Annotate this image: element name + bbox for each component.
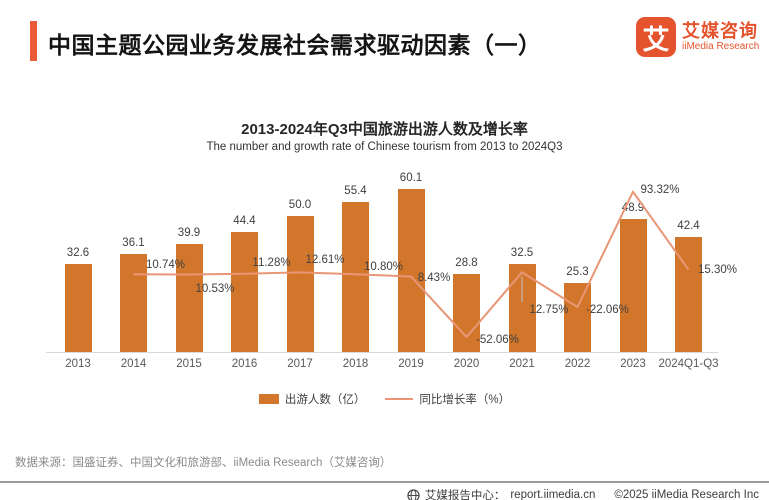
- growth-rate-label-2017: 12.61%: [305, 254, 345, 267]
- bar-2020: [453, 273, 480, 352]
- footer-bar: 艾媒报告中心： report.iimedia.cn ©2025 iiMedia …: [407, 487, 759, 500]
- bar-value-label-2024Q1-Q3: 42.4: [677, 220, 700, 232]
- x-axis-label-2019: 2019: [398, 358, 424, 370]
- bar-value-label-2018: 55.4: [344, 184, 367, 197]
- bar-value-label-2020: 28.8: [455, 256, 478, 269]
- growth-rate-label-2015: 10.53%: [195, 283, 235, 296]
- growth-rate-label-2020: -52.06%: [476, 334, 519, 347]
- bar-2022: [564, 283, 591, 352]
- bar-series-swatch: [258, 394, 279, 404]
- growth-rate-label-2016: 11.28%: [252, 256, 291, 269]
- logo-text: 艾媒咨询 iiMedia Research: [682, 21, 759, 53]
- x-axis-label-2018: 2018: [342, 358, 369, 370]
- x-axis-label-2020: 2020: [453, 358, 480, 370]
- x-axis-label-2015: 2015: [176, 358, 202, 370]
- bar-value-label-2016: 44.4: [233, 214, 256, 227]
- report-center-label: 艾媒报告中心：: [424, 490, 506, 500]
- bar-value-label-2015: 39.9: [177, 226, 201, 239]
- bar-2015: [175, 243, 203, 352]
- bar-2014: [120, 254, 147, 352]
- bar-value-label-2019: 60.1: [399, 172, 423, 184]
- globe-icon: [407, 488, 420, 500]
- bar-2019: [397, 189, 425, 352]
- page-title: 中国主题公园业务发展社会需求驱动因素（一）: [48, 32, 542, 58]
- bar-2016: [231, 231, 258, 352]
- data-source-note: 数据来源：国盛证券、中国文化和旅游部、iiMedia Research（艾媒咨询…: [15, 457, 392, 469]
- bar-value-label-2017: 50.0: [288, 199, 312, 212]
- growth-rate-label-2021: 12.75%: [529, 304, 569, 317]
- bar-value-label-2022: 25.3: [566, 266, 589, 279]
- bar-value-label-2013: 32.6: [66, 246, 90, 259]
- growth-line: [133, 190, 690, 339]
- chart-subtitle: The number and growth rate of Chinese to…: [206, 141, 563, 153]
- bar-value-label-2014: 36.1: [122, 237, 145, 250]
- iimedia-logo: 艾 艾媒咨询 iiMedia Research: [636, 17, 759, 57]
- x-axis-label-2021: 2021: [509, 358, 535, 370]
- bar-2013: [64, 263, 92, 352]
- growth-rate-label-2022: -22.06%: [586, 304, 629, 317]
- x-axis-label-2014: 2014: [120, 358, 147, 370]
- bar-2017: [286, 216, 314, 352]
- chart-legend: 出游人数（亿） 同比增长率（%）: [0, 391, 769, 407]
- x-axis-line: [46, 352, 718, 353]
- title-accent-bar: [30, 21, 37, 61]
- report-center-url[interactable]: report.iimedia.cn: [510, 489, 596, 500]
- x-axis-label-2013: 2013: [65, 358, 91, 370]
- line-series-swatch: [385, 398, 414, 400]
- x-axis-label-2024Q1-Q3: 2024Q1-Q3: [658, 358, 719, 370]
- growth-rate-label-2014: 10.74%: [145, 259, 186, 272]
- logo-name-cn: 艾媒咨询: [682, 21, 758, 41]
- legend-line-label: 同比增长率（%）: [419, 394, 511, 406]
- growth-rate-label-2019: 8.43%: [417, 271, 451, 284]
- legend-item-bar-series: 出游人数（亿）: [258, 391, 366, 407]
- growth-rate-label-2023: 93.32%: [640, 183, 680, 196]
- footer-divider: [0, 481, 769, 483]
- chart-title: 2013-2024年Q3中国旅游出游人数及增长率: [241, 121, 528, 138]
- logo-name-en: iiMedia Research: [682, 41, 760, 52]
- iimedia-logo-icon: 艾: [636, 17, 676, 57]
- x-axis-label-2016: 2016: [231, 358, 258, 370]
- x-axis-label-2022: 2022: [564, 358, 591, 370]
- growth-rate-label-2018: 10.80%: [363, 261, 404, 274]
- bar-value-label-2021: 32.5: [510, 246, 534, 259]
- x-axis-label-2017: 2017: [287, 358, 313, 370]
- copyright-text: ©2025 iiMedia Research Inc: [614, 489, 759, 500]
- legend-item-line-series: 同比增长率（%）: [385, 391, 510, 407]
- growth-rate-label-2024Q1-Q3: 15.30%: [697, 263, 738, 276]
- x-axis-label-2023: 2023: [620, 358, 646, 370]
- bar-2018: [342, 201, 369, 352]
- bar-2023: [619, 219, 647, 352]
- legend-bar-label: 出游人数（亿）: [284, 394, 366, 406]
